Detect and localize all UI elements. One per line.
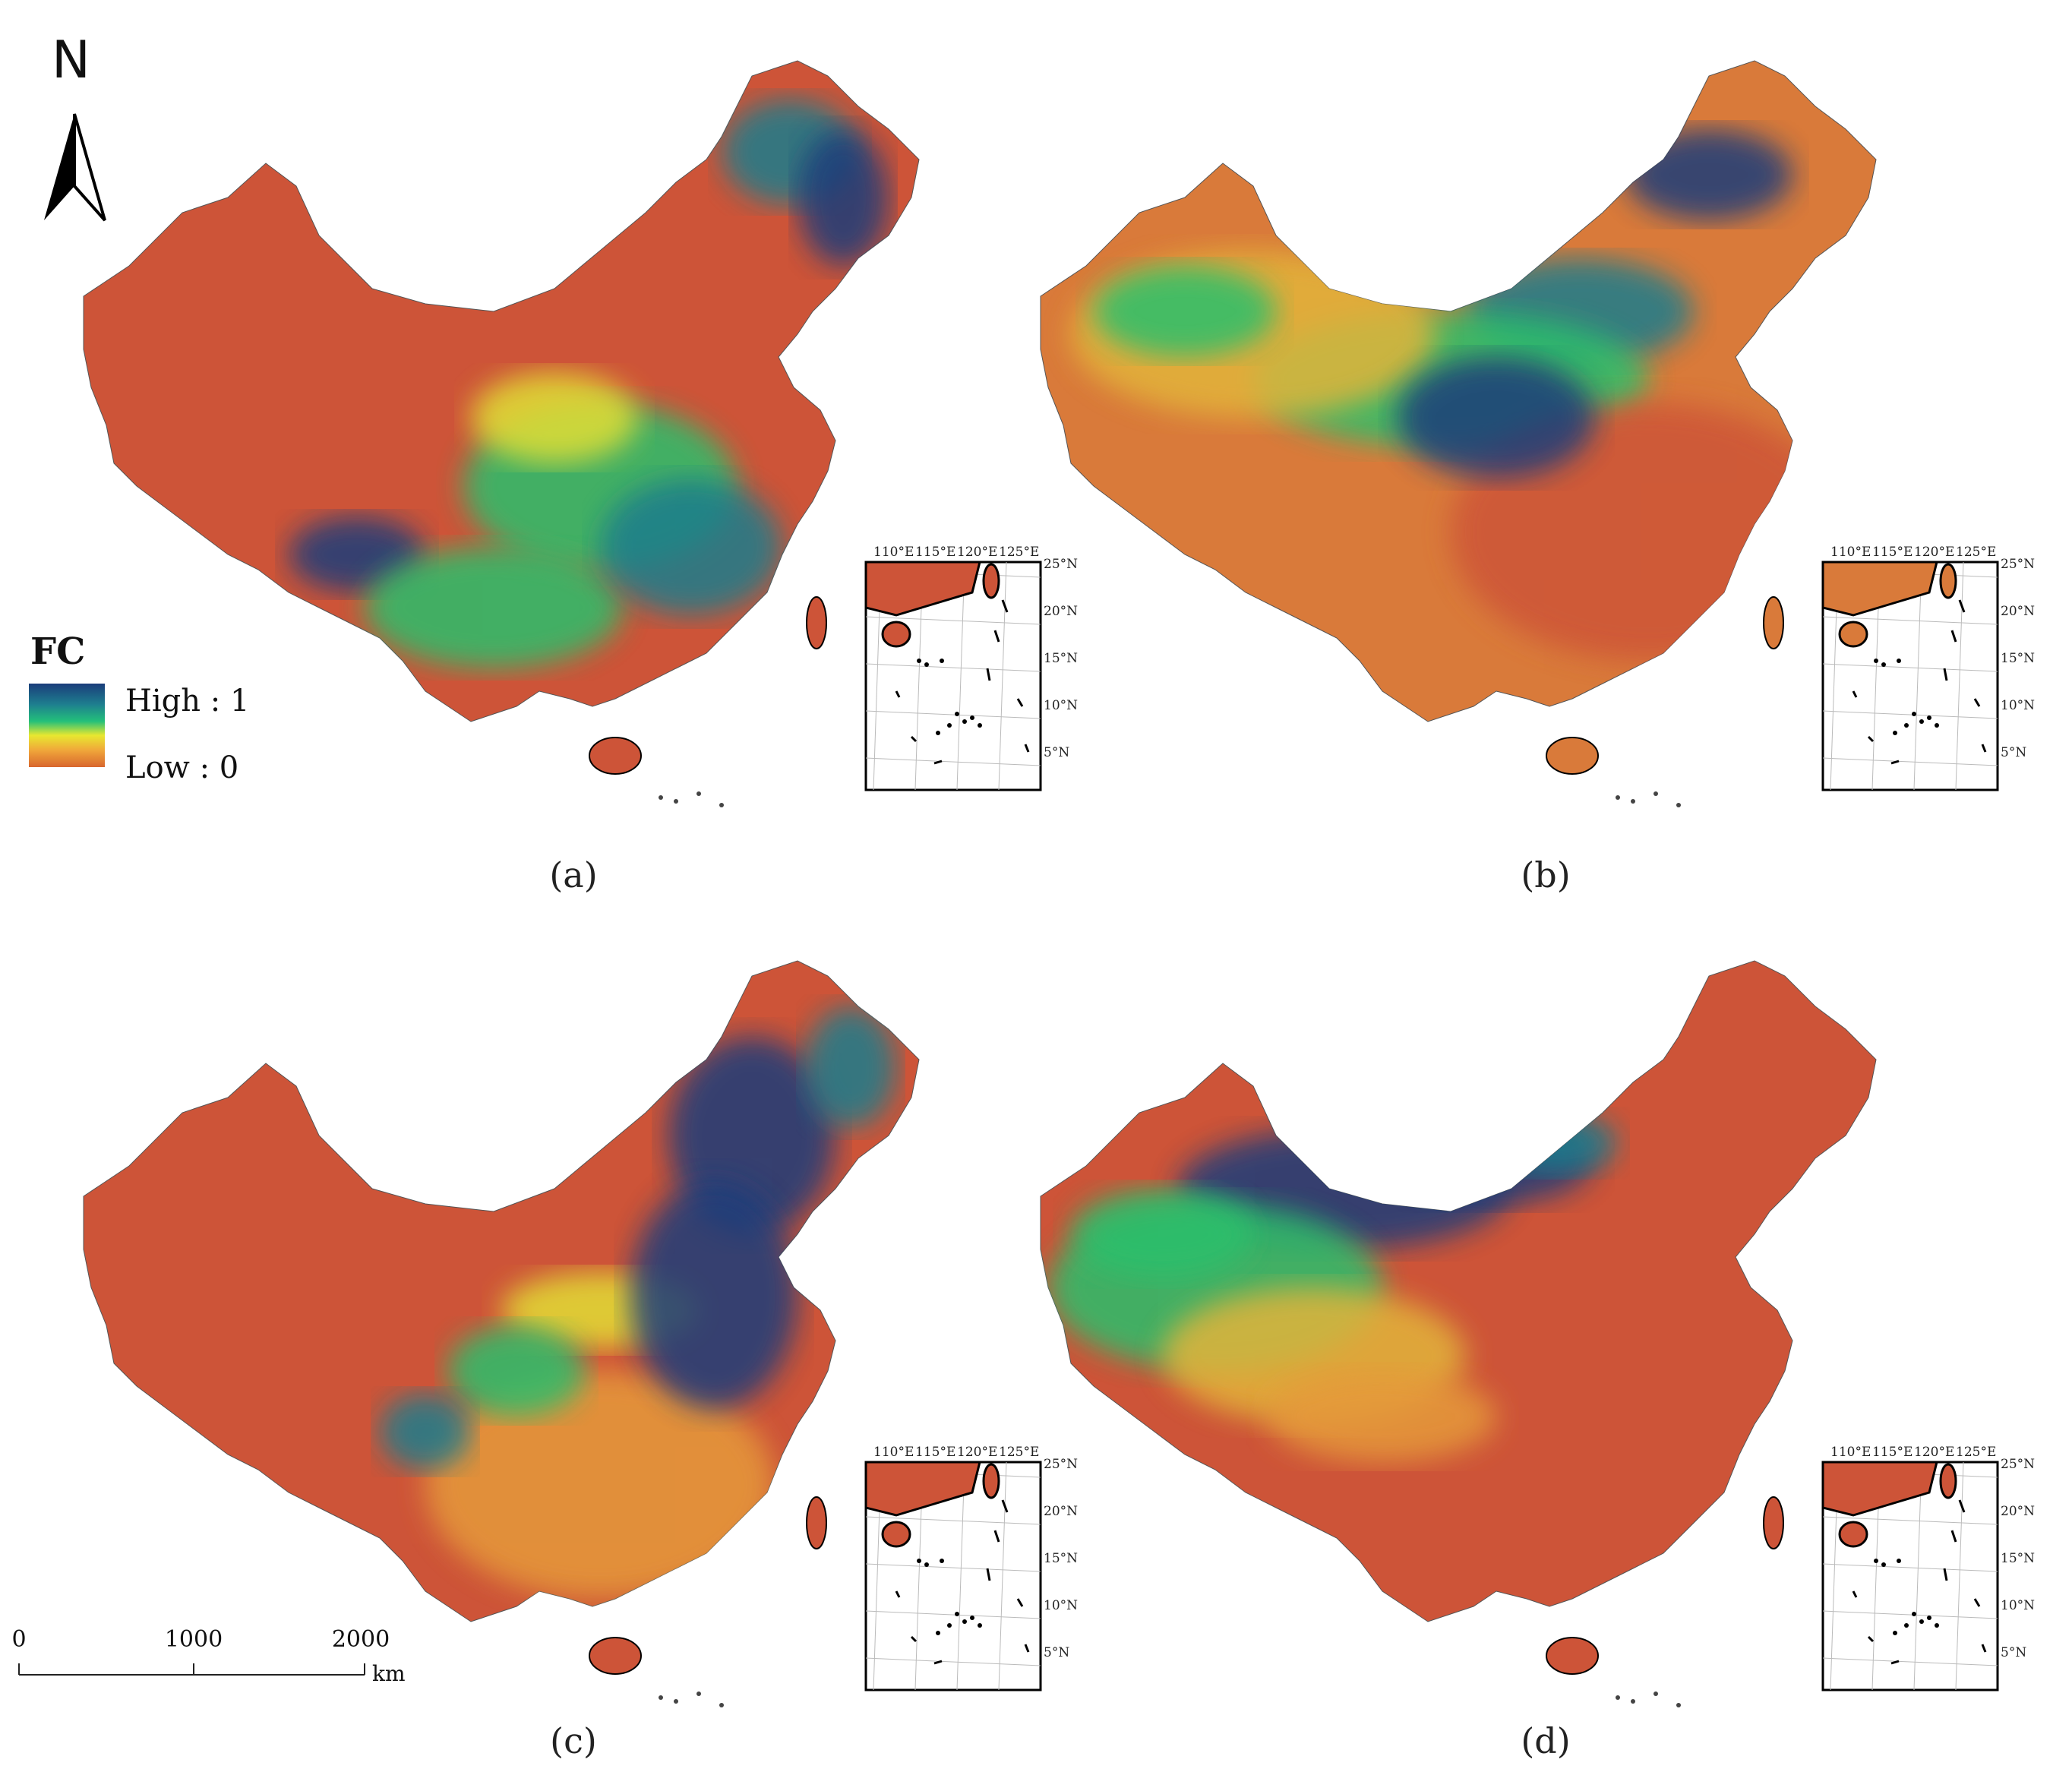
inset-lon-label: 125°E: [999, 545, 1039, 560]
south-china-sea-inset: 110°E 115°E 120°E 125°E 25°N 20°N 15°N 10°N 5°N: [864, 545, 1078, 791]
caption-b: (b): [1521, 854, 1571, 895]
scale-tick-label: 2000: [331, 1626, 390, 1653]
inset-lon-label: 115°E: [1872, 545, 1912, 560]
inset-lat-label: 15°N: [1044, 651, 1078, 666]
caption-a: (a): [549, 854, 598, 895]
hainan-island: [1546, 1637, 1599, 1675]
caption-d: (d): [1521, 1720, 1571, 1761]
fc-patch: [365, 547, 623, 668]
inset-lat-label: 20°N: [2001, 1504, 2035, 1519]
fc-patches: [289, 99, 889, 668]
fc-patch: [600, 479, 782, 615]
scale-bar: 0 1000 2000 km: [8, 1622, 418, 1690]
scale-bar-line: [18, 1663, 365, 1676]
inset-lat-label: 25°N: [2001, 1457, 2035, 1472]
inset-lon-label: 115°E: [915, 1445, 955, 1460]
inset-lon-label: 125°E: [1956, 545, 1996, 560]
south-china-sea-inset: 110°E 115°E 120°E 125°E 25°N 20°N 15°N 10°N 5°N: [1821, 545, 2035, 791]
inset-lat-label: 5°N: [1044, 1645, 1069, 1660]
fc-patch: [380, 1394, 471, 1470]
fc-map-d: 110°E 115°E 120°E 125°E 25°N 20°N 15°N 10°N 5°N: [1040, 960, 2035, 1707]
fc-patch: [1398, 357, 1595, 479]
fc-map-a: 110°E 115°E 120°E 125°E 25°N 20°N 15°N 10°N 5°N: [83, 60, 1078, 807]
legend-color-ramp: [29, 684, 105, 767]
inset-lat-label: 10°N: [2001, 698, 2035, 713]
fc-map-c: 110°E 115°E 120°E 125°E 25°N 20°N 15°N 10°N 5°N: [83, 960, 1078, 1707]
inset-lon-label: 110°E: [873, 1445, 914, 1460]
inset-lon-label: 120°E: [1914, 545, 1954, 560]
inset-lat-label: 20°N: [2001, 604, 2035, 619]
map-panel-c: 110°E 115°E 120°E 125°E 25°N 20°N 15°N 10°N 5°N: [68, 946, 1079, 1720]
fc-patch: [448, 1325, 585, 1417]
fc-map-b: 110°E 115°E 120°E 125°E 25°N 20°N 15°N 10°N 5°N: [1040, 60, 2035, 807]
inset-lon-label: 120°E: [1914, 1445, 1954, 1460]
inset-lat-label: 15°N: [2001, 1551, 2035, 1566]
fc-patch: [805, 1006, 896, 1128]
fc-patch: [1268, 1371, 1496, 1462]
legend-low-label: Low : 0: [125, 750, 239, 785]
inset-lat-label: 10°N: [1044, 698, 1078, 713]
north-label: N: [52, 30, 90, 90]
fc-patches: [380, 1006, 896, 1599]
fc-patch: [1496, 1113, 1618, 1173]
scale-tick-label: 0: [11, 1626, 27, 1653]
inset-lon-label: 110°E: [1830, 545, 1871, 560]
inset-lon-label: 125°E: [999, 1445, 1039, 1460]
taiwan-island: [1763, 596, 1784, 649]
taiwan-island: [806, 1496, 827, 1549]
hainan-island: [589, 1637, 642, 1675]
inset-lat-label: 25°N: [1044, 557, 1078, 572]
inset-lat-label: 5°N: [2001, 745, 2026, 760]
inset-lat-label: 20°N: [1044, 604, 1078, 619]
inset-lat-label: 20°N: [1044, 1504, 1078, 1519]
scale-tick-label: 1000: [164, 1626, 223, 1653]
inset-lon-label: 120°E: [957, 1445, 997, 1460]
south-china-sea-inset: 110°E 115°E 120°E 125°E 25°N 20°N 15°N 10°N 5°N: [1821, 1445, 2035, 1691]
hainan-island: [1546, 737, 1599, 775]
inset-lon-label: 110°E: [873, 545, 914, 560]
fc-patch: [630, 1181, 798, 1409]
north-arrow: N: [29, 30, 120, 228]
map-panel-d: 110°E 115°E 120°E 125°E 25°N 20°N 15°N 10°N 5°N: [1025, 946, 2036, 1720]
taiwan-island: [806, 596, 827, 649]
hainan-island: [589, 737, 642, 775]
map-panel-a: 110°E 115°E 120°E 125°E 25°N 20°N 15°N 10°N 5°N: [68, 46, 1079, 820]
scale-unit: km: [372, 1661, 406, 1686]
south-china-sea-inset: 110°E 115°E 120°E 125°E 25°N 20°N 15°N 10°N 5°N: [864, 1445, 1078, 1691]
inset-lat-label: 10°N: [2001, 1598, 2035, 1613]
taiwan-island: [1763, 1496, 1784, 1549]
inset-lon-label: 110°E: [1830, 1445, 1871, 1460]
fc-patch: [1625, 129, 1792, 220]
inset-lat-label: 15°N: [2001, 651, 2035, 666]
caption-c: (c): [550, 1720, 597, 1761]
inset-lon-label: 115°E: [915, 545, 955, 560]
fc-patch: [425, 1371, 775, 1599]
inset-lon-label: 120°E: [957, 545, 997, 560]
inset-lat-label: 5°N: [1044, 745, 1069, 760]
fc-legend: FC High : 1 Low : 0: [23, 630, 273, 798]
legend-title: FC: [30, 630, 86, 673]
fc-patch: [1071, 1189, 1253, 1280]
inset-lon-label: 115°E: [1872, 1445, 1912, 1460]
inset-lat-label: 10°N: [1044, 1598, 1078, 1613]
inset-lon-label: 125°E: [1956, 1445, 1996, 1460]
fc-patch: [1094, 266, 1276, 357]
fc-patch: [471, 372, 638, 463]
map-panel-b: 110°E 115°E 120°E 125°E 25°N 20°N 15°N 10°N 5°N: [1025, 46, 2036, 820]
inset-lat-label: 5°N: [2001, 1645, 2026, 1660]
legend-high-label: High : 1: [125, 684, 250, 719]
inset-lat-label: 15°N: [1044, 1551, 1078, 1566]
inset-lat-label: 25°N: [1044, 1457, 1078, 1472]
north-arrow-icon: [44, 113, 106, 222]
inset-lat-label: 25°N: [2001, 557, 2035, 572]
fc-patch: [798, 129, 889, 266]
